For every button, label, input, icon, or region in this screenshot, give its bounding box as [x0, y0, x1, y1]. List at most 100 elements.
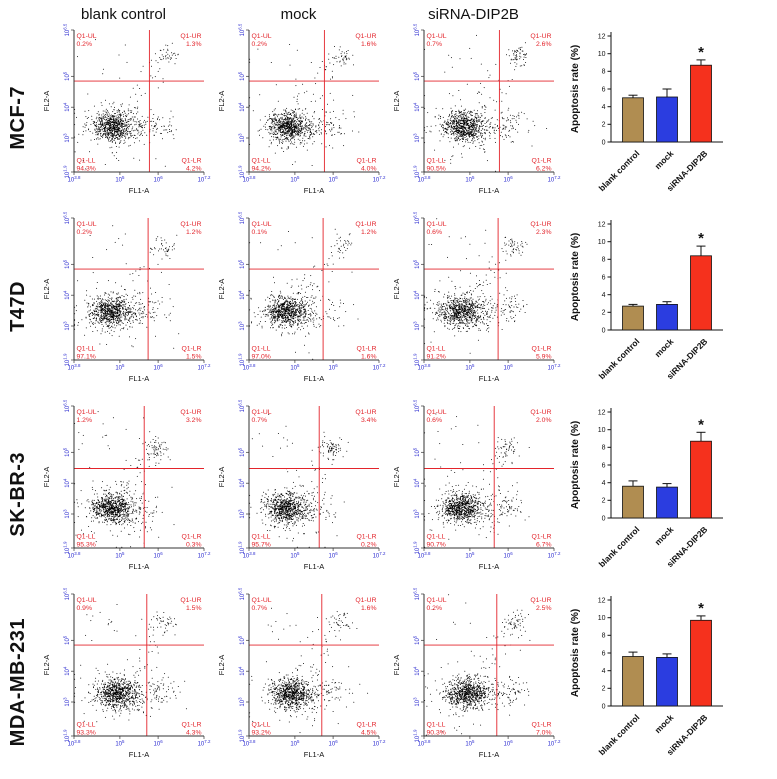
y-axis-label: FL2-A — [392, 279, 401, 299]
y-tick-label: 103 — [62, 509, 71, 519]
flow-plot: 103.8 105 106 107.2 101.9 103 104 105 106.5 Q1-U… — [392, 211, 561, 383]
y-tick-label: 104 — [412, 102, 421, 112]
quadrant-ll-percent: 95.7% — [252, 542, 271, 549]
y-axis-label: FL2-A — [392, 467, 401, 487]
y-tick-label: 103 — [62, 133, 71, 143]
quadrant-ur-label: Q1-UR — [180, 33, 201, 40]
x-tick-label: 107.2 — [548, 175, 561, 184]
scatter-points — [424, 413, 530, 548]
y-axis-label: FL2-A — [217, 655, 226, 675]
cell-line-label: SK-BR-3 — [6, 451, 29, 537]
quadrant-ur-label: Q1-UR — [180, 409, 201, 416]
y-axis-label: FL2-A — [42, 279, 51, 299]
bar-y-axis-title: Apoptosis rate (%) — [570, 45, 581, 133]
flow-axes: 103.8 105 106 107.2 101.9 103 104 105 106.5 — [237, 587, 386, 748]
y-tick-label: 105 — [62, 71, 71, 81]
bar-y-tick-label: 12 — [598, 409, 606, 416]
quadrant-ul-percent: 0.2% — [77, 229, 93, 236]
quadrant-lr-label: Q1-LR — [181, 158, 201, 165]
x-tick-label: 107.2 — [373, 551, 386, 560]
y-axis-label: FL2-A — [392, 655, 401, 675]
quadrant-ur-percent: 1.3% — [186, 41, 202, 48]
quadrant-ur-label: Q1-UR — [530, 409, 551, 416]
bar-y-tick-label: 4 — [602, 292, 606, 299]
y-axis-label: FL2-A — [217, 91, 226, 111]
flow-axes: 103.8 105 106 107.2 101.9 103 104 105 106.5 — [237, 211, 386, 371]
x-tick-label: 106 — [504, 175, 514, 184]
quadrant-ll-percent: 91.2% — [427, 354, 446, 361]
bar — [622, 305, 644, 331]
quadrant-ll-label: Q1-LL — [77, 158, 96, 165]
y-tick-label: 103 — [237, 133, 246, 143]
bar-y-tick-label: 8 — [602, 445, 606, 452]
x-tick-label: 107.2 — [548, 363, 561, 372]
quadrant-lr-label: Q1-LR — [181, 722, 201, 729]
scatter-points — [249, 413, 349, 548]
quadrant-lr-percent: 0.3% — [186, 542, 202, 549]
quadrant-ul-percent: 0.7% — [252, 605, 268, 612]
y-tick-label: 105 — [412, 447, 421, 457]
bar-y-tick-label: 10 — [598, 51, 606, 58]
flow-axes: 103.8 105 106 107.2 101.9 103 104 105 106.5 — [237, 399, 386, 560]
scatter-points — [424, 594, 531, 736]
quadrant-ur-percent: 1.5% — [186, 605, 202, 612]
quadrant-lr-percent: 7.0% — [536, 730, 552, 737]
quadrant-ll-percent: 93.2% — [252, 730, 271, 737]
quadrant-ur-label: Q1-UR — [180, 597, 201, 604]
flow-plot-cell: 103.8 105 106 107.2 101.9 103 104 105 106.5 Q1-U… — [386, 211, 561, 398]
flow-axes: 103.8 105 106 107.2 101.9 103 104 105 106.5 — [62, 211, 211, 372]
flow-plot: 103.8 105 106 107.2 101.9 103 104 105 106.5 Q1-U… — [42, 399, 211, 571]
y-tick-label: 101.9 — [62, 541, 71, 554]
cell-line-label-holder: T47D — [0, 212, 36, 400]
x-tick-label: 106 — [504, 363, 514, 372]
bar-chart-cell: 0 2 4 6 8 10 12 Apoptosis rate (%) blank control… — [561, 400, 761, 586]
quadrant-ul-label: Q1-UL — [252, 409, 272, 416]
y-tick-label: 103 — [412, 509, 421, 519]
flow-plot: 103.8 105 106 107.2 101.9 103 104 105 106.5 Q1-U… — [217, 23, 386, 195]
quadrant-ll-percent: 95.3% — [77, 542, 96, 549]
bar — [622, 656, 644, 707]
quadrant-ll-percent: 94.2% — [252, 166, 271, 173]
y-tick-label: 105 — [62, 635, 71, 645]
x-tick-label: 105 — [465, 175, 475, 184]
flow-plot-cell: 103.8 105 106 107.2 101.9 103 104 105 106.5 Q1-U… — [211, 23, 386, 210]
scatter-points — [74, 604, 187, 723]
flow-plot-cell: 103.8 105 106 107.2 101.9 103 104 105 106.5 Q1-U… — [211, 211, 386, 398]
x-tick-label: 105 — [115, 175, 125, 184]
quadrant-ul-percent: 0.9% — [77, 605, 93, 612]
quadrant-lr-label: Q1-LR — [531, 534, 551, 541]
flow-plot: 103.8 105 106 107.2 101.9 103 104 105 106.5 Q1-U… — [42, 23, 211, 195]
x-tick-label: 105 — [465, 551, 475, 560]
flow-axes: 103.8 105 106 107.2 101.9 103 104 105 106.5 — [62, 399, 211, 559]
figure-body: MCF-7 103.8 105 106 107.2 101.9 103 104 105 106.… — [0, 23, 777, 776]
quadrant-ur-label: Q1-UR — [355, 221, 376, 228]
y-tick-label: 106.5 — [62, 212, 71, 224]
cell-line-label-holder: MCF-7 — [0, 24, 36, 212]
bar-chart-cell: 0 2 4 6 8 10 12 Apoptosis rate (%) blank control… — [561, 588, 761, 774]
bar-y-tick-label: 12 — [598, 597, 606, 604]
x-tick-label: 103.8 — [68, 739, 81, 748]
flow-plot-cell: 103.8 105 106 107.2 101.9 103 104 105 106.5 Q1-U… — [386, 587, 561, 774]
flow-plot-cell: 103.8 105 106 107.2 101.9 103 104 105 106.5 Q1-U… — [211, 587, 386, 774]
y-tick-label: 103 — [412, 321, 421, 331]
flow-plot: 103.8 105 106 107.2 101.9 103 104 105 106.5 Q1-U… — [42, 211, 211, 383]
quadrant-lr-label: Q1-LR — [181, 534, 201, 541]
bar-y-tick-label: 0 — [602, 327, 606, 334]
y-tick-label: 101.9 — [412, 729, 421, 742]
y-tick-label: 106.5 — [237, 212, 246, 224]
quadrant-gate-lines — [74, 594, 204, 736]
cell-line-label-holder: SK-BR-3 — [0, 400, 36, 588]
category-label: blank control — [597, 712, 642, 757]
y-tick-label: 104 — [237, 478, 246, 488]
quadrant-ul-label: Q1-UL — [427, 597, 447, 604]
bar-y-tick-label: 10 — [598, 427, 606, 434]
y-tick-label: 105 — [412, 259, 421, 269]
bar-y-tick-label: 0 — [602, 515, 606, 522]
x-tick-label: 105 — [290, 739, 300, 748]
x-tick-label: 107.2 — [198, 363, 211, 372]
x-tick-label: 103.8 — [243, 739, 256, 748]
x-axis-label: FL1-A — [479, 374, 499, 383]
x-tick-label: 106 — [154, 175, 164, 184]
x-tick-label: 107.2 — [198, 175, 211, 184]
